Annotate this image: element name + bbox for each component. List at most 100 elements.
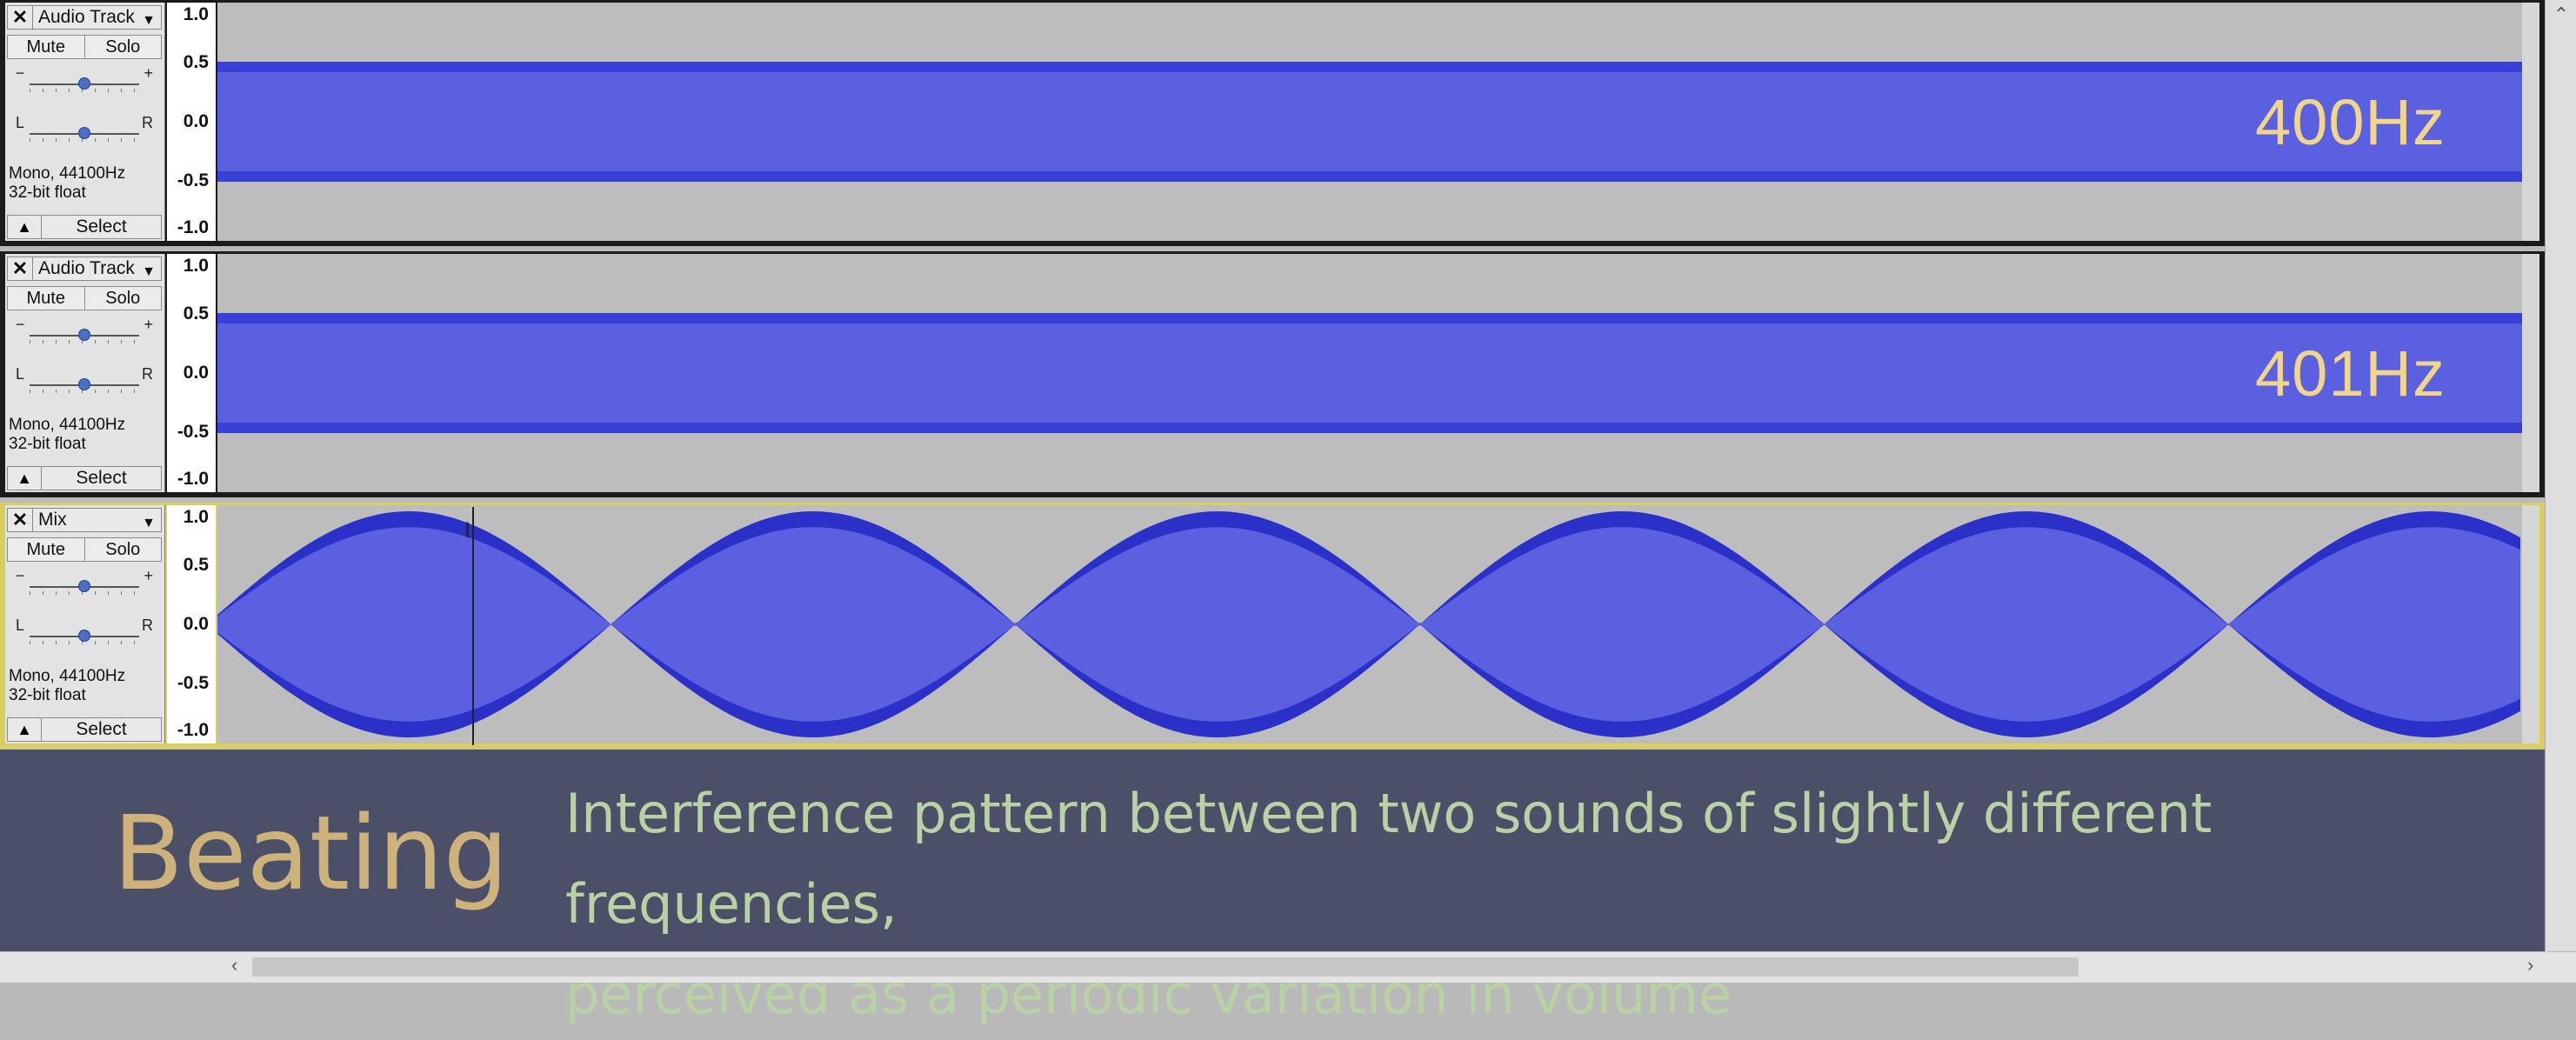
frequency-label: 401Hz bbox=[2255, 337, 2446, 410]
pan-slider-thumb[interactable] bbox=[78, 630, 90, 642]
scroll-up-icon[interactable]: ⌃ bbox=[2553, 3, 2570, 25]
gain-slider[interactable]: − + bbox=[14, 316, 155, 343]
chevron-down-icon: ▼ bbox=[142, 13, 156, 28]
caption-banner: Beating Interference pattern between two… bbox=[0, 750, 2545, 1026]
ruler-label: 1.0 bbox=[183, 4, 209, 24]
caption-term: Beating bbox=[113, 793, 509, 913]
caption-definition-line-1: Interference pattern between two sounds … bbox=[565, 782, 2212, 936]
horizontal-scroll-thumb[interactable] bbox=[252, 957, 2079, 977]
pan-slider[interactable]: L R bbox=[14, 617, 155, 644]
solo-button[interactable]: Solo bbox=[84, 286, 162, 310]
vertical-scrollbar[interactable]: ⌃ ⌄ bbox=[2545, 0, 2576, 965]
track-title-bar: ✕ Audio Track ▼ bbox=[7, 5, 162, 30]
ruler-label: 0.5 bbox=[183, 555, 209, 575]
pan-right-label: R bbox=[142, 365, 153, 383]
amplitude-ruler: 1.0 0.5 0.0 -0.5 -1.0 bbox=[167, 254, 216, 492]
track-name-label: Audio Track bbox=[38, 7, 135, 27]
track-format-info: Mono, 44100Hz 32-bit float bbox=[9, 164, 125, 203]
chevron-down-icon: ▼ bbox=[142, 264, 156, 279]
track-name-menu[interactable]: Audio Track ▼ bbox=[33, 257, 162, 281]
mix-track[interactable]: ✕ Mix ▼ Mute Solo − + L R Mono, 44100Hz … bbox=[0, 503, 2545, 749]
scroll-left-icon[interactable]: ‹ bbox=[231, 954, 238, 976]
close-icon[interactable]: ✕ bbox=[7, 257, 33, 281]
ruler-label: 0.5 bbox=[183, 52, 209, 72]
text-cursor-icon: Ⅰ bbox=[464, 519, 471, 543]
solo-button[interactable]: Solo bbox=[84, 537, 162, 562]
gain-slider[interactable]: − + bbox=[14, 567, 155, 595]
mute-button[interactable]: Mute bbox=[7, 35, 85, 59]
ruler-label: -1.0 bbox=[177, 469, 209, 489]
solo-button[interactable]: Solo bbox=[84, 35, 162, 59]
frequency-label: 400Hz bbox=[2255, 86, 2446, 158]
pan-left-label: L bbox=[16, 365, 25, 383]
sample-rate-text: Mono, 44100Hz bbox=[9, 667, 126, 685]
track-resize-strip[interactable] bbox=[2522, 3, 2539, 241]
gain-minus-label: − bbox=[16, 567, 25, 584]
ruler-label: -0.5 bbox=[177, 170, 209, 190]
scroll-right-icon[interactable]: › bbox=[2527, 954, 2534, 976]
track-control-panel: ✕ Audio Track ▼ Mute Solo − + L R Mono, … bbox=[5, 3, 165, 241]
playback-cursor bbox=[472, 507, 474, 745]
collapse-up-icon[interactable]: ▲ bbox=[7, 215, 42, 239]
select-button[interactable]: Select bbox=[42, 466, 162, 490]
track-name-menu[interactable]: Audio Track ▼ bbox=[33, 5, 162, 30]
pan-slider-thumb[interactable] bbox=[78, 378, 90, 390]
select-button[interactable]: Select bbox=[42, 215, 162, 239]
track-control-panel: ✕ Mix ▼ Mute Solo − + L R Mono, 44100Hz … bbox=[5, 505, 165, 743]
audio-track-2[interactable]: ✕ Audio Track ▼ Mute Solo − + L R Mono, … bbox=[0, 251, 2545, 497]
ruler-label: 0.0 bbox=[183, 111, 209, 131]
bit-depth-text: 32-bit float bbox=[9, 183, 86, 202]
mute-button[interactable]: Mute bbox=[7, 286, 85, 310]
ruler-label: -0.5 bbox=[177, 673, 209, 693]
track-title-bar: ✕ Audio Track ▼ bbox=[7, 257, 162, 281]
pan-right-label: R bbox=[142, 114, 153, 131]
audio-track-1[interactable]: ✕ Audio Track ▼ Mute Solo − + L R Mono, … bbox=[0, 0, 2545, 246]
collapse-up-icon[interactable]: ▲ bbox=[7, 717, 42, 742]
chevron-down-icon: ▼ bbox=[142, 516, 156, 530]
track-resize-strip[interactable] bbox=[2522, 254, 2539, 492]
pan-left-label: L bbox=[16, 114, 25, 131]
pan-left-label: L bbox=[16, 617, 25, 634]
track-format-info: Mono, 44100Hz 32-bit float bbox=[9, 416, 125, 454]
track-control-panel: ✕ Audio Track ▼ Mute Solo − + L R Mono, … bbox=[5, 254, 165, 492]
ruler-label: 0.0 bbox=[183, 614, 209, 634]
pan-slider[interactable]: L R bbox=[14, 365, 155, 393]
waveform-area[interactable] bbox=[217, 505, 2522, 743]
gain-slider-thumb[interactable] bbox=[78, 580, 90, 592]
track-resize-strip[interactable] bbox=[2522, 505, 2539, 743]
ruler-label: 0.0 bbox=[183, 363, 209, 383]
ruler-label: -1.0 bbox=[177, 217, 209, 237]
ruler-label: 1.0 bbox=[183, 256, 209, 276]
pan-right-label: R bbox=[142, 617, 153, 634]
track-name-menu[interactable]: Mix ▼ bbox=[33, 508, 162, 532]
amplitude-ruler: 1.0 0.5 0.0 -0.5 -1.0 bbox=[167, 3, 216, 241]
ruler-label: 1.0 bbox=[183, 507, 209, 527]
gain-slider[interactable]: − + bbox=[14, 64, 155, 92]
waveform-area[interactable]: 401Hz bbox=[217, 254, 2522, 492]
close-icon[interactable]: ✕ bbox=[7, 508, 33, 532]
gain-slider-thumb[interactable] bbox=[78, 77, 90, 90]
horizontal-scrollbar[interactable]: ‹ › bbox=[0, 951, 2576, 983]
steady-waveform bbox=[217, 313, 2522, 433]
pan-slider-thumb[interactable] bbox=[78, 127, 90, 139]
amplitude-ruler: 1.0 0.5 0.0 -0.5 -1.0 bbox=[167, 505, 216, 743]
track-format-info: Mono, 44100Hz 32-bit float bbox=[9, 667, 125, 705]
waveform-area[interactable]: 400Hz bbox=[217, 3, 2522, 241]
gain-plus-label: + bbox=[143, 567, 153, 584]
close-icon[interactable]: ✕ bbox=[7, 5, 33, 30]
gain-plus-label: + bbox=[143, 316, 153, 333]
gain-slider-thumb[interactable] bbox=[78, 329, 90, 341]
collapse-up-icon[interactable]: ▲ bbox=[7, 466, 42, 490]
track-title-bar: ✕ Mix ▼ bbox=[7, 508, 162, 532]
pan-slider[interactable]: L R bbox=[14, 114, 155, 142]
ruler-label: -1.0 bbox=[177, 720, 209, 740]
mute-button[interactable]: Mute bbox=[7, 537, 85, 562]
sample-rate-text: Mono, 44100Hz bbox=[9, 164, 126, 183]
ruler-label: -0.5 bbox=[177, 422, 209, 442]
gain-minus-label: − bbox=[16, 316, 25, 333]
sample-rate-text: Mono, 44100Hz bbox=[9, 416, 126, 434]
select-button[interactable]: Select bbox=[42, 717, 162, 742]
track-name-label: Audio Track bbox=[38, 258, 135, 278]
bit-depth-text: 32-bit float bbox=[9, 435, 86, 453]
bit-depth-text: 32-bit float bbox=[9, 686, 86, 704]
